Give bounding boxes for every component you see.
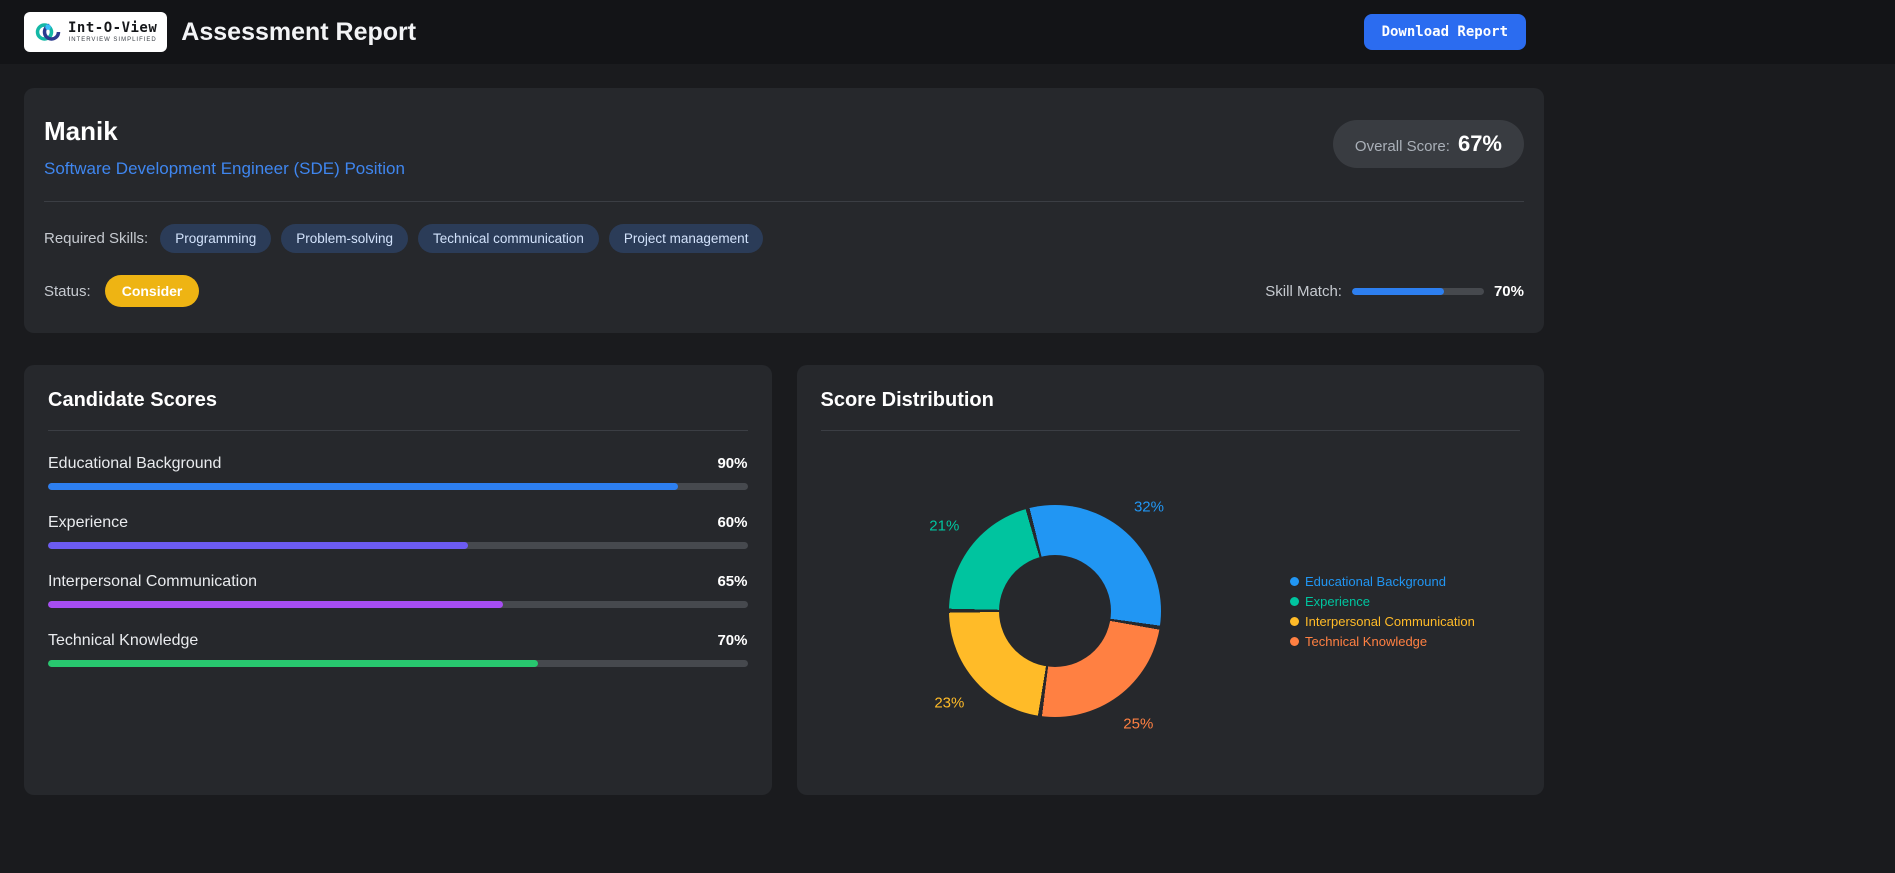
score-distribution-title: Score Distribution <box>820 389 994 411</box>
app-header: Int-O-View INTERVIEW SIMPLIFIED Assessme… <box>0 0 1895 64</box>
score-progressbar <box>48 483 748 490</box>
skill-pill: Project management <box>608 224 764 253</box>
overall-score-value: 67% <box>1457 131 1502 156</box>
score-row: Experience 60% <box>48 514 748 549</box>
skill-match-progress-fill <box>1351 287 1445 295</box>
score-distribution-divider <box>820 430 1520 431</box>
score-row-header: Experience 60% <box>48 514 748 532</box>
candidate-scores-title: Candidate Scores <box>48 389 217 411</box>
score-value: 60% <box>717 514 748 531</box>
score-row: Interpersonal Communication 65% <box>48 573 748 608</box>
score-value: 65% <box>717 573 748 590</box>
skill-pill: Programming <box>160 224 272 253</box>
candidate-name: Manik <box>44 116 118 146</box>
score-row-header: Educational Background 90% <box>48 455 748 473</box>
overall-score-label: Overall Score: <box>1354 138 1450 155</box>
candidate-scores-divider <box>48 430 748 431</box>
score-label: Experience <box>48 514 129 531</box>
skill-pill: Technical communication <box>418 224 599 253</box>
candidate-position: Software Development Engineer (SDE) Posi… <box>44 159 405 178</box>
score-progress-fill <box>48 601 503 608</box>
skill-match-label: Skill Match: <box>1265 282 1342 300</box>
score-value: 90% <box>717 455 748 472</box>
status-badge: Consider <box>104 275 200 307</box>
slice-percentage-label: 25% <box>1123 715 1154 733</box>
score-progress-fill <box>48 542 468 549</box>
logo-brand-text: Int-O-View <box>68 20 158 36</box>
score-label: Technical Knowledge <box>48 632 199 649</box>
score-label: Interpersonal Communication <box>48 573 257 590</box>
chart-legend: Educational Background Experience Interper… <box>1290 574 1520 649</box>
score-label: Educational Background <box>48 455 222 472</box>
slice-percentage-label: 23% <box>934 694 965 712</box>
legend-label: Technical Knowledge <box>1305 633 1428 649</box>
slice-percentage-label: 32% <box>1133 498 1164 516</box>
score-rows: Educational Background 90% Experience 60% In… <box>48 455 748 667</box>
required-skills-list: Programming Problem-solving Technical comm… <box>160 224 764 253</box>
score-progressbar <box>48 601 748 608</box>
legend-label: Interpersonal Communication <box>1305 613 1475 629</box>
legend-label: Educational Background <box>1305 573 1446 589</box>
score-distribution-card: Score Distribution 32% 21% 23% 25% Educatio… <box>796 365 1544 795</box>
overall-score-pill: Overall Score: 67% <box>1332 120 1524 168</box>
download-report-button[interactable]: Download Report <box>1363 14 1526 50</box>
logo-tagline: INTERVIEW SIMPLIFIED <box>68 37 157 43</box>
candidate-scores-card: Candidate Scores Educational Background 9… <box>24 365 772 795</box>
score-value: 70% <box>717 632 748 649</box>
brand-logo-icon <box>34 18 62 46</box>
skill-match: Skill Match: 70% <box>1265 283 1524 300</box>
skill-pill: Problem-solving <box>281 224 409 253</box>
score-row-header: Interpersonal Communication 65% <box>48 573 748 591</box>
donut-chart: 32% 21% 23% 25% Educational Background Exper… <box>821 451 1521 771</box>
logo: Int-O-View INTERVIEW SIMPLIFIED <box>24 12 168 52</box>
page-title: Assessment Report <box>181 17 417 46</box>
legend-dot <box>1290 616 1299 626</box>
legend-dot <box>1290 576 1299 586</box>
legend-label: Experience <box>1305 593 1371 609</box>
score-progress-fill <box>48 660 538 667</box>
score-progress-fill <box>48 483 678 490</box>
legend-item: Educational Background <box>1290 574 1520 589</box>
slice-percentage-label: 21% <box>929 517 960 535</box>
legend-item: Technical Knowledge <box>1290 634 1520 649</box>
candidate-summary-card: Manik Software Development Engineer (SDE… <box>24 88 1544 333</box>
donut-hole <box>999 555 1112 667</box>
required-skills-label: Required Skills: <box>44 230 149 247</box>
score-row-header: Technical Knowledge 70% <box>48 632 748 650</box>
score-row: Technical Knowledge 70% <box>48 632 748 667</box>
status-label: Status: <box>44 282 91 300</box>
score-progressbar <box>48 660 748 667</box>
legend-dot <box>1290 636 1299 646</box>
legend-item: Interpersonal Communication <box>1290 614 1520 629</box>
donut-stage: 32% 21% 23% 25% <box>895 451 1215 771</box>
score-progressbar <box>48 542 748 549</box>
summary-divider <box>44 201 1524 202</box>
legend-dot <box>1290 596 1299 606</box>
skill-match-progressbar <box>1351 287 1484 295</box>
legend-item: Experience <box>1290 594 1520 609</box>
score-row: Educational Background 90% <box>48 455 748 490</box>
skill-match-value: 70% <box>1493 282 1524 300</box>
